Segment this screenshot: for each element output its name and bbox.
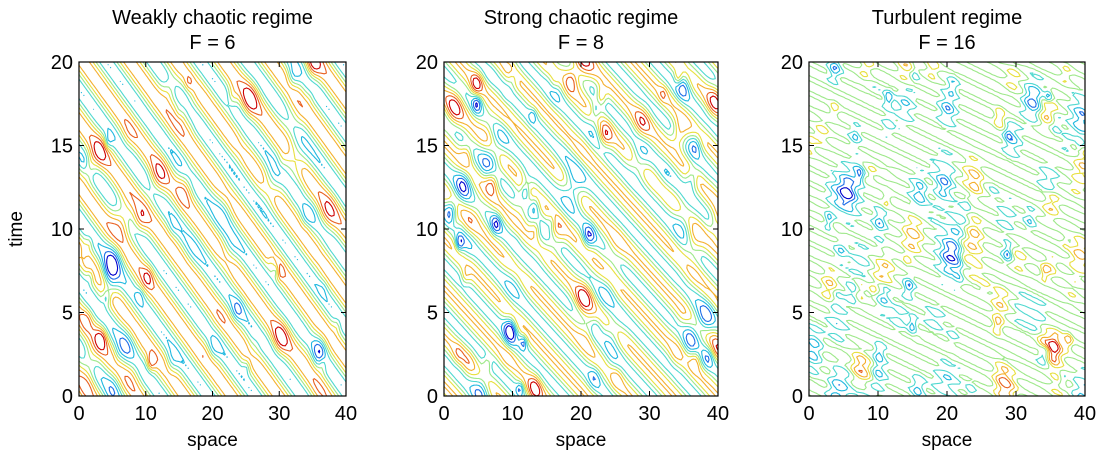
- contour-level: [448, 62, 718, 396]
- panel-title: Strong chaotic regime: [484, 7, 679, 29]
- y-tick-label: 5: [427, 303, 438, 325]
- x-axis-label: space: [922, 430, 973, 451]
- contour-level: [79, 62, 342, 396]
- contour-level: [79, 62, 346, 396]
- panel-weakly-chaotic: Weakly chaotic regime F = 6 space time 0…: [6, 7, 357, 451]
- y-tick-label: 0: [62, 386, 73, 408]
- contour-level: [1048, 340, 1059, 353]
- contour-level: [809, 62, 1085, 396]
- x-tick-label: 20: [201, 403, 223, 425]
- x-tick-label: 0: [438, 403, 449, 425]
- contour-level: [106, 254, 321, 354]
- x-tick-label: 10: [135, 403, 157, 425]
- x-tick-label: 40: [1074, 403, 1096, 425]
- y-tick-label: 0: [792, 386, 803, 408]
- x-tick-label: 0: [803, 403, 814, 425]
- y-tick-label: 15: [781, 136, 803, 158]
- y-tick-label: 20: [781, 52, 803, 74]
- y-tick-label: 10: [51, 219, 73, 241]
- contour-level: [79, 62, 346, 396]
- panel-subtitle: F = 8: [558, 32, 604, 54]
- contour-field: [809, 62, 1085, 396]
- contour-level: [809, 62, 1085, 396]
- x-tick-label: 20: [570, 403, 592, 425]
- contour-level: [444, 62, 718, 396]
- panel-title: Turbulent regime: [872, 7, 1022, 29]
- y-tick-label: 5: [62, 303, 73, 325]
- contour-level: [445, 62, 718, 396]
- contour-level: [79, 62, 346, 396]
- panel-turbulent: Turbulent regime F = 16 space 0 10 20 30 40 0…: [781, 7, 1096, 451]
- panel-subtitle: F = 6: [189, 32, 235, 54]
- y-tick-label: 20: [51, 52, 73, 74]
- panel-strong-chaotic: Strong chaotic regime F = 8 space 0 10 20 3…: [416, 7, 729, 451]
- x-tick-label: 30: [268, 403, 290, 425]
- contour-level: [825, 63, 1085, 396]
- y-tick-label: 0: [427, 386, 438, 408]
- x-tick-label: 40: [335, 403, 357, 425]
- contour-level: [444, 62, 718, 396]
- contour-level: [858, 338, 1061, 389]
- x-axis-label: space: [556, 430, 607, 451]
- contour-level: [458, 102, 592, 341]
- x-tick-label: 10: [867, 403, 889, 425]
- y-tick-label: 20: [416, 52, 438, 74]
- panel-title: Weakly chaotic regime: [112, 7, 313, 29]
- x-axis-label: space: [187, 430, 238, 451]
- contour-level: [444, 62, 718, 396]
- contour-level: [839, 187, 956, 262]
- contour-level: [79, 62, 346, 396]
- y-tick-label: 5: [792, 303, 803, 325]
- contour-field: [444, 62, 718, 396]
- contour-level: [444, 81, 716, 396]
- y-tick-label: 15: [51, 136, 73, 158]
- x-tick-label: 0: [73, 403, 84, 425]
- x-tick-label: 30: [638, 403, 660, 425]
- panel-subtitle: F = 16: [918, 32, 975, 54]
- x-tick-label: 20: [936, 403, 958, 425]
- y-tick-label: 15: [416, 136, 438, 158]
- y-tick-label: 10: [781, 219, 803, 241]
- y-tick-label: 10: [416, 219, 438, 241]
- contour-level: [103, 250, 324, 396]
- x-tick-label: 40: [707, 403, 729, 425]
- contour-level: [93, 62, 335, 351]
- contour-field: [79, 62, 346, 396]
- contour-level: [447, 84, 713, 396]
- contour-level: [809, 62, 1085, 396]
- contour-level: [444, 62, 718, 396]
- contour-level: [832, 65, 1085, 386]
- y-axis-label: time: [6, 211, 27, 247]
- contour-level: [809, 62, 1085, 396]
- x-tick-label: 10: [501, 403, 523, 425]
- x-tick-label: 30: [1005, 403, 1027, 425]
